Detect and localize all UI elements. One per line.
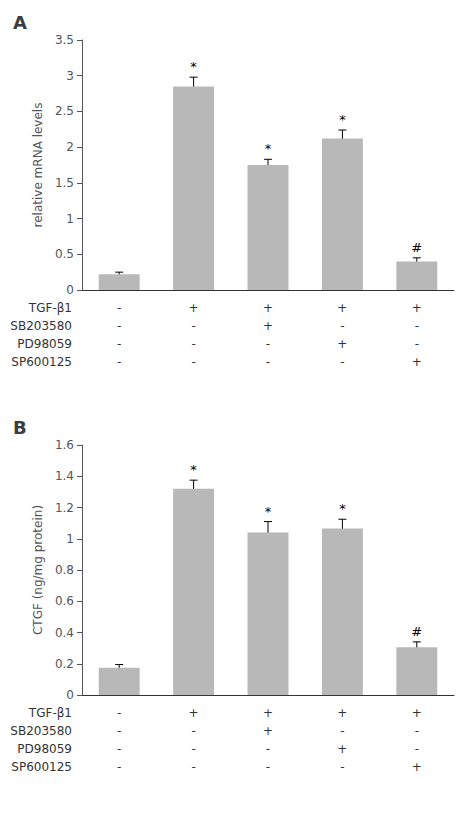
svg-text:+: +: [337, 742, 347, 756]
svg-text:+: +: [337, 337, 347, 351]
svg-text:#: #: [411, 240, 422, 255]
svg-text:-: -: [340, 355, 344, 369]
svg-text:-: -: [117, 742, 121, 756]
svg-text:1.2: 1.2: [55, 501, 74, 515]
svg-text:-: -: [191, 742, 195, 756]
svg-text:+: +: [263, 706, 273, 720]
svg-text:+: +: [189, 301, 199, 315]
svg-text:1.6: 1.6: [55, 438, 74, 452]
svg-text:0.4: 0.4: [55, 626, 74, 640]
svg-text:PD98059: PD98059: [17, 337, 72, 351]
svg-text:-: -: [266, 742, 270, 756]
svg-text:-: -: [415, 742, 419, 756]
svg-text:-: -: [415, 337, 419, 351]
svg-text:-: -: [415, 724, 419, 738]
svg-text:0.2: 0.2: [55, 657, 74, 671]
svg-text:-: -: [191, 724, 195, 738]
svg-text:*: *: [339, 501, 346, 516]
svg-text:-: -: [340, 760, 344, 774]
svg-text:-: -: [117, 706, 121, 720]
svg-text:SB203580: SB203580: [10, 724, 72, 738]
svg-text:-: -: [266, 337, 270, 351]
svg-text:*: *: [339, 112, 346, 127]
svg-text:-: -: [117, 355, 121, 369]
svg-text:-: -: [340, 724, 344, 738]
svg-text:-: -: [117, 337, 121, 351]
svg-text:3: 3: [66, 69, 74, 83]
svg-text:1.4: 1.4: [55, 469, 74, 483]
svg-text:+: +: [412, 301, 422, 315]
svg-text:0: 0: [66, 283, 74, 297]
svg-text:*: *: [190, 462, 197, 477]
svg-text:SP600125: SP600125: [11, 355, 72, 369]
svg-text:-: -: [191, 337, 195, 351]
svg-text:-: -: [266, 355, 270, 369]
svg-text:1: 1: [66, 532, 74, 546]
svg-text:SB203580: SB203580: [10, 319, 72, 333]
svg-text:-: -: [340, 319, 344, 333]
svg-text:0.8: 0.8: [55, 563, 74, 577]
svg-text:+: +: [337, 706, 347, 720]
svg-text:+: +: [263, 319, 273, 333]
svg-text:+: +: [263, 724, 273, 738]
svg-text:-: -: [191, 319, 195, 333]
svg-text:+: +: [189, 706, 199, 720]
svg-text:+: +: [412, 760, 422, 774]
svg-text:-: -: [191, 760, 195, 774]
svg-text:SP600125: SP600125: [11, 760, 72, 774]
svg-text:*: *: [190, 59, 197, 74]
svg-text:*: *: [265, 504, 272, 519]
svg-text:A: A: [13, 12, 27, 33]
svg-text:TGF-β1: TGF-β1: [28, 301, 72, 315]
svg-text:1: 1: [66, 212, 74, 226]
svg-text:-: -: [415, 319, 419, 333]
svg-text:CTGF (ng/mg protein): CTGF (ng/mg protein): [31, 505, 45, 635]
svg-text:+: +: [412, 706, 422, 720]
svg-text:-: -: [117, 760, 121, 774]
svg-text:+: +: [337, 301, 347, 315]
svg-text:1.5: 1.5: [55, 176, 74, 190]
svg-text:-: -: [191, 355, 195, 369]
svg-text:B: B: [13, 417, 27, 438]
svg-text:2: 2: [66, 140, 74, 154]
svg-text:relative mRNA levels: relative mRNA levels: [31, 103, 45, 228]
svg-text:-: -: [117, 319, 121, 333]
svg-text:0: 0: [66, 688, 74, 702]
svg-text:-: -: [266, 760, 270, 774]
svg-text:#: #: [411, 624, 422, 639]
svg-text:-: -: [117, 301, 121, 315]
svg-text:+: +: [263, 301, 273, 315]
svg-text:-: -: [117, 724, 121, 738]
svg-text:3.5: 3.5: [55, 33, 74, 47]
svg-text:0.6: 0.6: [55, 594, 74, 608]
svg-text:0.5: 0.5: [55, 247, 74, 261]
svg-text:TGF-β1: TGF-β1: [28, 706, 72, 720]
svg-text:PD98059: PD98059: [17, 742, 72, 756]
svg-text:*: *: [265, 141, 272, 156]
svg-text:2.5: 2.5: [55, 104, 74, 118]
svg-text:+: +: [412, 355, 422, 369]
